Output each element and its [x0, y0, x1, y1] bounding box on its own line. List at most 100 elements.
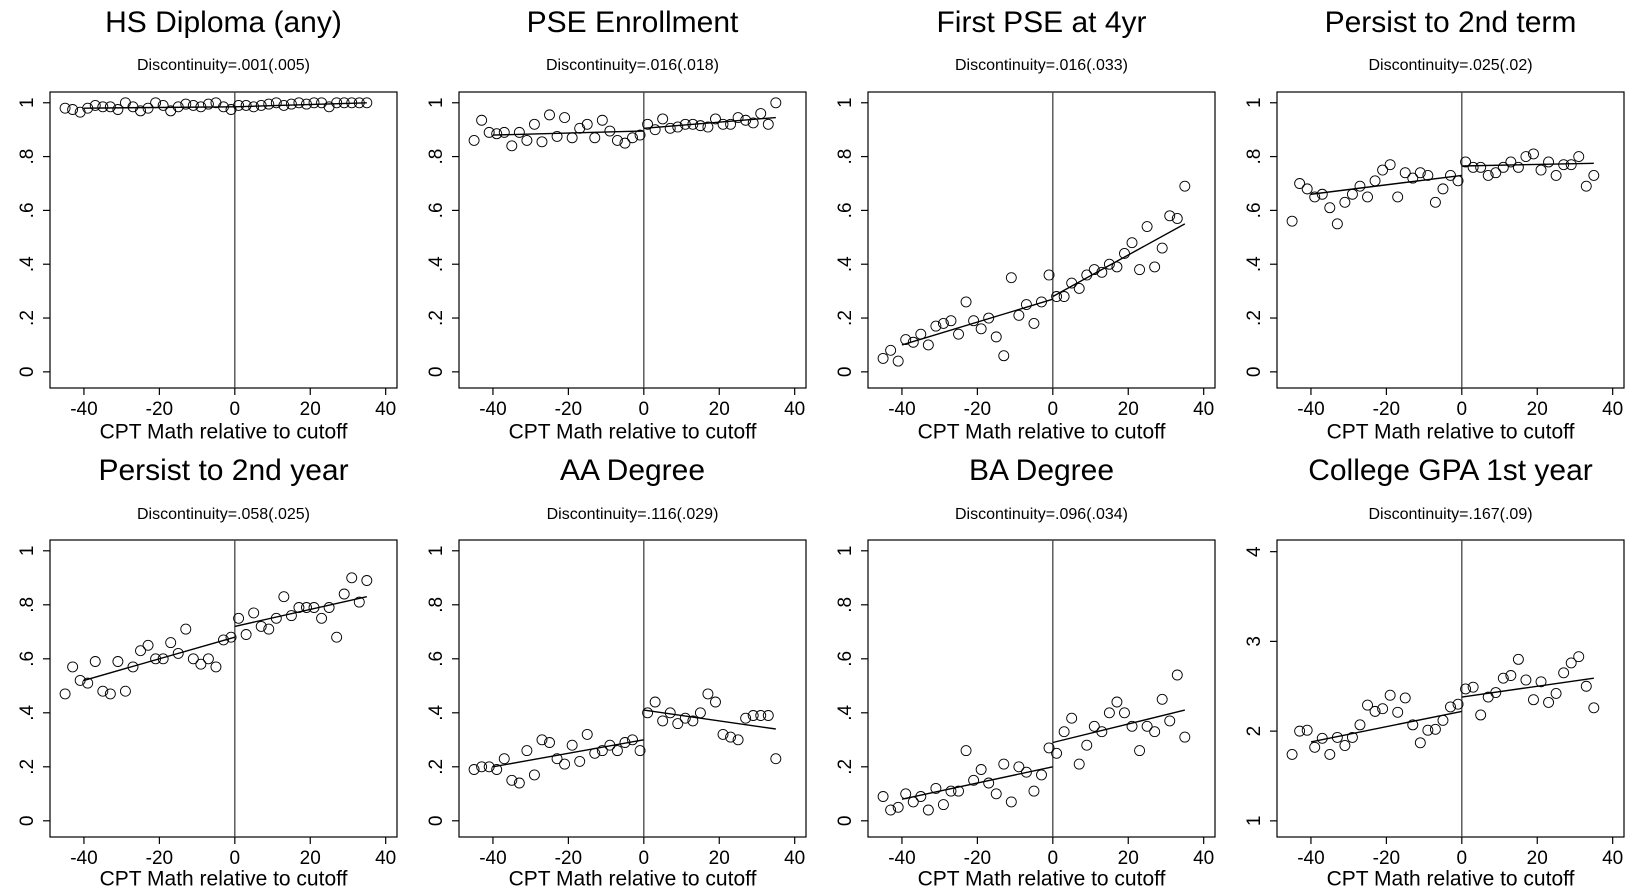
- data-point: [687, 715, 699, 727]
- y-tick-label: 0: [426, 816, 447, 827]
- data-point: [331, 97, 343, 109]
- panel: First PSE at 4yr Discontinuity=.016(.033)…: [835, 6, 1216, 444]
- y-tick-label: 0: [426, 367, 447, 378]
- panel-title: Persist to 2nd term: [1325, 6, 1577, 39]
- plot-frame: [1276, 539, 1625, 838]
- fit-line: [643, 116, 776, 130]
- panel: Persist to 2nd term Discontinuity=.025(.0…: [1244, 6, 1625, 444]
- data-point: [649, 696, 661, 708]
- y-tick-label: .2: [835, 759, 856, 775]
- data-point: [611, 134, 623, 146]
- data-point: [1058, 726, 1070, 738]
- y-tick-label: .4: [835, 704, 856, 720]
- data-point: [202, 653, 214, 665]
- y-tick-label: .8: [17, 597, 38, 613]
- data-point: [1535, 164, 1547, 176]
- data-point: [1111, 696, 1123, 708]
- data-point: [1119, 248, 1130, 259]
- data-point: [172, 647, 184, 659]
- data-point: [1134, 264, 1146, 276]
- data-point: [476, 114, 488, 126]
- data-point: [953, 328, 964, 340]
- data-point: [1149, 726, 1161, 738]
- data-point: [551, 130, 563, 142]
- data-point: [180, 623, 192, 635]
- y-tick-label: .6: [835, 202, 856, 218]
- data-point: [1354, 180, 1366, 192]
- data-point: [574, 122, 586, 134]
- data-point: [770, 97, 782, 109]
- panel-subtitle: Discontinuity=.001(.005): [137, 57, 310, 74]
- data-point: [1490, 167, 1502, 179]
- data-point: [1119, 707, 1130, 719]
- x-axis-label: CPT Math relative to cutoff: [1327, 868, 1575, 891]
- x-tick-label: 0: [639, 399, 650, 420]
- data-point: [1301, 724, 1313, 736]
- y-tick-label: .4: [1244, 256, 1265, 272]
- data-point: [1407, 172, 1419, 184]
- x-tick-label: -20: [555, 399, 582, 420]
- data-point: [642, 118, 654, 130]
- fit-line: [1461, 677, 1594, 698]
- x-tick-label: -40: [1297, 848, 1324, 869]
- panel-subtitle: Discontinuity=.025(.02): [1368, 57, 1532, 74]
- data-point: [1058, 291, 1070, 302]
- y-tick-label: .2: [426, 310, 447, 326]
- plot-frame: [867, 539, 1216, 838]
- data-point: [755, 108, 767, 119]
- data-point: [293, 97, 305, 109]
- panel-subtitle: Discontinuity=.058(.025): [137, 506, 310, 523]
- x-tick-label: 0: [230, 848, 241, 869]
- panel-subtitle: Discontinuity=.016(.018): [546, 57, 719, 74]
- data-point: [885, 344, 897, 356]
- data-point: [218, 634, 229, 646]
- data-point: [1066, 712, 1078, 724]
- data-point: [960, 296, 972, 308]
- data-point: [202, 98, 214, 110]
- data-point: [1505, 156, 1517, 168]
- data-point: [892, 355, 904, 367]
- data-point: [1324, 202, 1336, 214]
- data-point: [353, 596, 365, 608]
- x-axis-label: CPT Math relative to cutoff: [100, 421, 348, 444]
- data-point: [679, 712, 691, 724]
- data-point: [528, 769, 540, 781]
- data-point: [1414, 737, 1426, 749]
- y-tick-label: 0: [835, 367, 856, 378]
- y-tick-label: 1: [835, 97, 856, 108]
- data-point: [945, 785, 957, 797]
- fit-line: [643, 709, 776, 730]
- data-point: [1141, 720, 1153, 732]
- data-point: [1497, 672, 1509, 684]
- data-point: [945, 315, 957, 327]
- data-point: [1392, 191, 1404, 203]
- data-point: [1156, 242, 1168, 254]
- data-point: [127, 101, 139, 113]
- data-point: [1528, 148, 1539, 160]
- data-point: [1286, 215, 1298, 227]
- fit-line: [1310, 710, 1462, 743]
- data-point: [1520, 151, 1532, 163]
- data-point: [694, 707, 706, 719]
- y-tick-label: .8: [1244, 149, 1265, 165]
- data-point: [1497, 161, 1509, 173]
- y-tick-label: 1: [1244, 97, 1265, 108]
- x-tick-label: 20: [1527, 848, 1548, 869]
- data-point: [536, 136, 548, 148]
- data-point: [1171, 213, 1183, 224]
- x-tick-label: 20: [1118, 848, 1139, 869]
- data-point: [338, 588, 350, 600]
- x-tick-label: -20: [1373, 399, 1400, 420]
- x-tick-label: -20: [964, 399, 991, 420]
- x-tick-label: 20: [709, 848, 730, 869]
- data-point: [968, 774, 980, 786]
- data-point: [528, 118, 540, 130]
- data-point: [975, 764, 987, 775]
- data-point: [1543, 156, 1555, 168]
- plot-frame: [49, 539, 398, 838]
- y-tick-label: .4: [835, 256, 856, 272]
- data-point: [1369, 705, 1381, 717]
- data-point: [1036, 296, 1047, 308]
- data-point: [762, 118, 774, 130]
- data-point: [1399, 167, 1411, 179]
